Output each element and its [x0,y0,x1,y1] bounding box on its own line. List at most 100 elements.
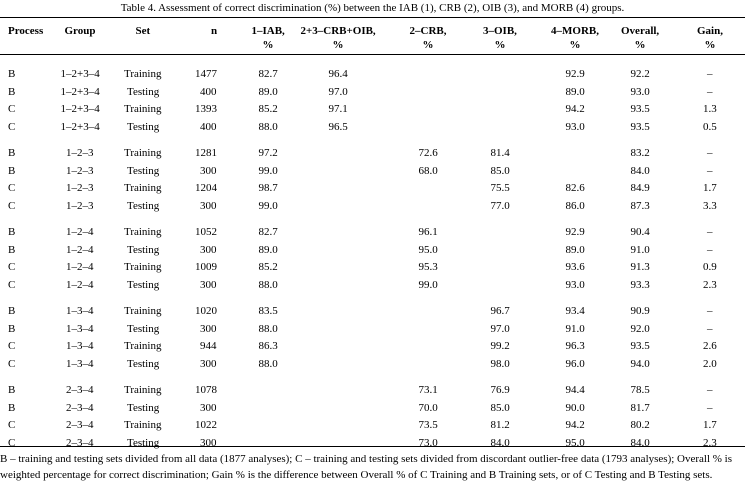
table-cell: 94.4 [565,384,585,396]
table-cell: 1–2–4 [66,278,94,291]
table-cell: 2.6 [703,340,717,352]
table-cell: Training [124,147,162,159]
table-cell: 77.0 [490,199,510,212]
table-cell: 93.3 [630,278,650,291]
table-cell: 2–3–4 [66,384,94,396]
table-cell: 1–2–4 [66,243,94,256]
bottom-rule [0,446,745,447]
table-cell: 1–2–3 [66,147,94,159]
table-cell: – [707,147,713,159]
table-cell: 98.0 [490,357,510,370]
table-cell: 86.3 [258,340,278,352]
table-cell: 93.6 [565,261,585,273]
table-cell: 1281 [195,147,217,159]
table-cell: 1–2+3–4 [60,120,100,133]
table-cell: 92.9 [565,226,585,238]
table-cell: 90.0 [565,401,585,414]
header-cell: 1–IAB, [251,25,285,37]
header-cell: Set [135,25,151,37]
table-cell: 944 [200,340,217,352]
table-cell: B [8,305,16,317]
table-cell: 1.7 [703,182,717,194]
table-cell: 93.5 [630,340,650,352]
table-cell: C [8,419,16,431]
table-cell: 89.0 [258,243,278,256]
table-cell: 91.3 [630,261,650,273]
table-cell: 2–3–4 [66,419,94,431]
table-cell: 88.0 [258,120,278,133]
table-cell: 90.9 [630,305,650,317]
header-cell: 3–OIB, [483,25,517,37]
table-cell: 75.5 [490,182,510,194]
table-cell: 81.7 [630,401,650,414]
table-cell: – [707,85,713,98]
table-cell: 84.0 [490,436,510,449]
table-cell: Testing [127,436,160,449]
table-cell: C [8,120,16,133]
table-cell: – [707,305,713,317]
table-cell: 85.2 [258,261,278,273]
table-cell: 73.0 [418,436,438,449]
table-cell: 96.4 [328,68,348,80]
header-cell: Gain, [697,25,723,37]
table-cell: Testing [127,120,160,133]
table-cell: 96.0 [565,357,585,370]
table-cell: 96.1 [418,226,438,238]
table-cell: 93.4 [565,305,585,317]
table-cell: Testing [127,243,160,256]
table-cell: C [8,199,16,212]
table-title: Table 4. Assessment of correct discrimin… [120,2,625,14]
table-cell: C [8,182,16,194]
table-cell: 1052 [195,226,217,238]
table-cell: 91.0 [630,243,650,256]
table-cell: 2.3 [703,278,717,291]
table-cell: 99.0 [418,278,438,291]
table-cell: 97.0 [328,85,348,98]
table-cell: Testing [127,199,160,212]
table-cell: 1078 [195,384,217,396]
header-cell: Overall, [621,25,660,37]
table-cell: 1009 [195,261,217,273]
table-cell: 1393 [195,103,217,115]
table-cell: 85.0 [490,401,510,414]
table-cell: 99.0 [258,164,278,177]
table-cell: Testing [127,164,160,177]
table-cell: 1020 [195,305,217,317]
table-cell: 1.3 [703,103,717,115]
table-cell: 97.2 [258,147,278,159]
table-cell: 76.9 [490,384,510,396]
header-cell: % [422,39,434,51]
header-cell: 4–MORB, [551,25,599,37]
footnote: B – training and testing sets divided fr… [0,453,733,481]
header-cell: % [634,39,646,51]
table-cell: 1–2–3 [66,182,94,194]
table-cell: 300 [200,199,217,212]
table-cell: 1–2–3 [66,199,94,212]
table-cell: Training [124,305,162,317]
table-cell: B [8,164,16,177]
header-cell: % [332,39,344,51]
table-cell: 73.5 [418,419,438,431]
table-cell: 93.0 [565,120,585,133]
table-cell: 85.2 [258,103,278,115]
table-cell: B [8,147,16,159]
table-cell: 400 [200,85,217,98]
table-cell: 1–2+3–4 [60,68,100,80]
table-cell: Testing [127,401,160,414]
table-cell: C [8,261,16,273]
table-cell: 1–3–4 [66,340,94,352]
table-cell: 300 [200,322,217,335]
table-cell: 95.0 [565,436,585,449]
table-cell: 82.7 [258,68,278,80]
table-cell: Testing [127,322,160,335]
table-cell: 300 [200,357,217,370]
table-cell: C [8,278,16,291]
table-cell: Training [124,419,162,431]
table-cell: 300 [200,164,217,177]
header-cell: 2+3–CRB+OIB, [300,25,376,37]
header-cell: Group [64,25,96,37]
table-cell: 1–3–4 [66,322,94,335]
table-cell: 93.5 [630,103,650,115]
table-cell: C [8,357,16,370]
